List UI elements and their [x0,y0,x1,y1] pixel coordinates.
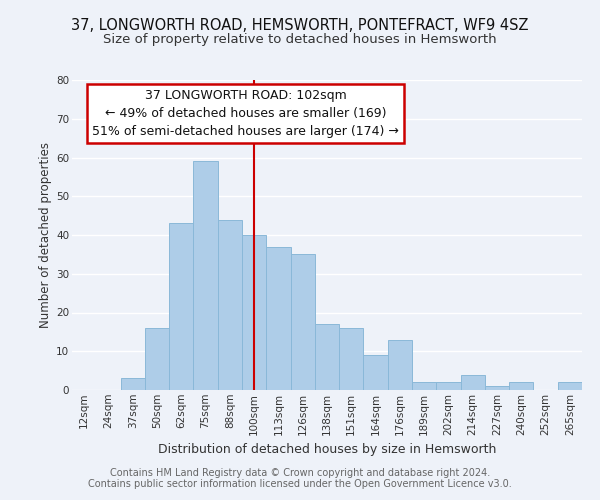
Text: Size of property relative to detached houses in Hemsworth: Size of property relative to detached ho… [103,32,497,46]
Bar [364,355,388,390]
Bar [242,235,266,390]
Bar [388,340,412,390]
Bar [290,254,315,390]
Bar [266,246,290,390]
X-axis label: Distribution of detached houses by size in Hemsworth: Distribution of detached houses by size … [158,443,496,456]
Bar [461,374,485,390]
Bar [485,386,509,390]
Bar [218,220,242,390]
Y-axis label: Number of detached properties: Number of detached properties [39,142,52,328]
Text: 37, LONGWORTH ROAD, HEMSWORTH, PONTEFRACT, WF9 4SZ: 37, LONGWORTH ROAD, HEMSWORTH, PONTEFRAC… [71,18,529,32]
Text: 37 LONGWORTH ROAD: 102sqm
← 49% of detached houses are smaller (169)
51% of semi: 37 LONGWORTH ROAD: 102sqm ← 49% of detac… [92,90,399,138]
Text: Contains public sector information licensed under the Open Government Licence v3: Contains public sector information licen… [88,479,512,489]
Bar [412,382,436,390]
Bar [509,382,533,390]
Bar [193,162,218,390]
Bar [339,328,364,390]
Text: Contains HM Land Registry data © Crown copyright and database right 2024.: Contains HM Land Registry data © Crown c… [110,468,490,477]
Bar [558,382,582,390]
Bar [121,378,145,390]
Bar [169,224,193,390]
Bar [436,382,461,390]
Bar [145,328,169,390]
Bar [315,324,339,390]
